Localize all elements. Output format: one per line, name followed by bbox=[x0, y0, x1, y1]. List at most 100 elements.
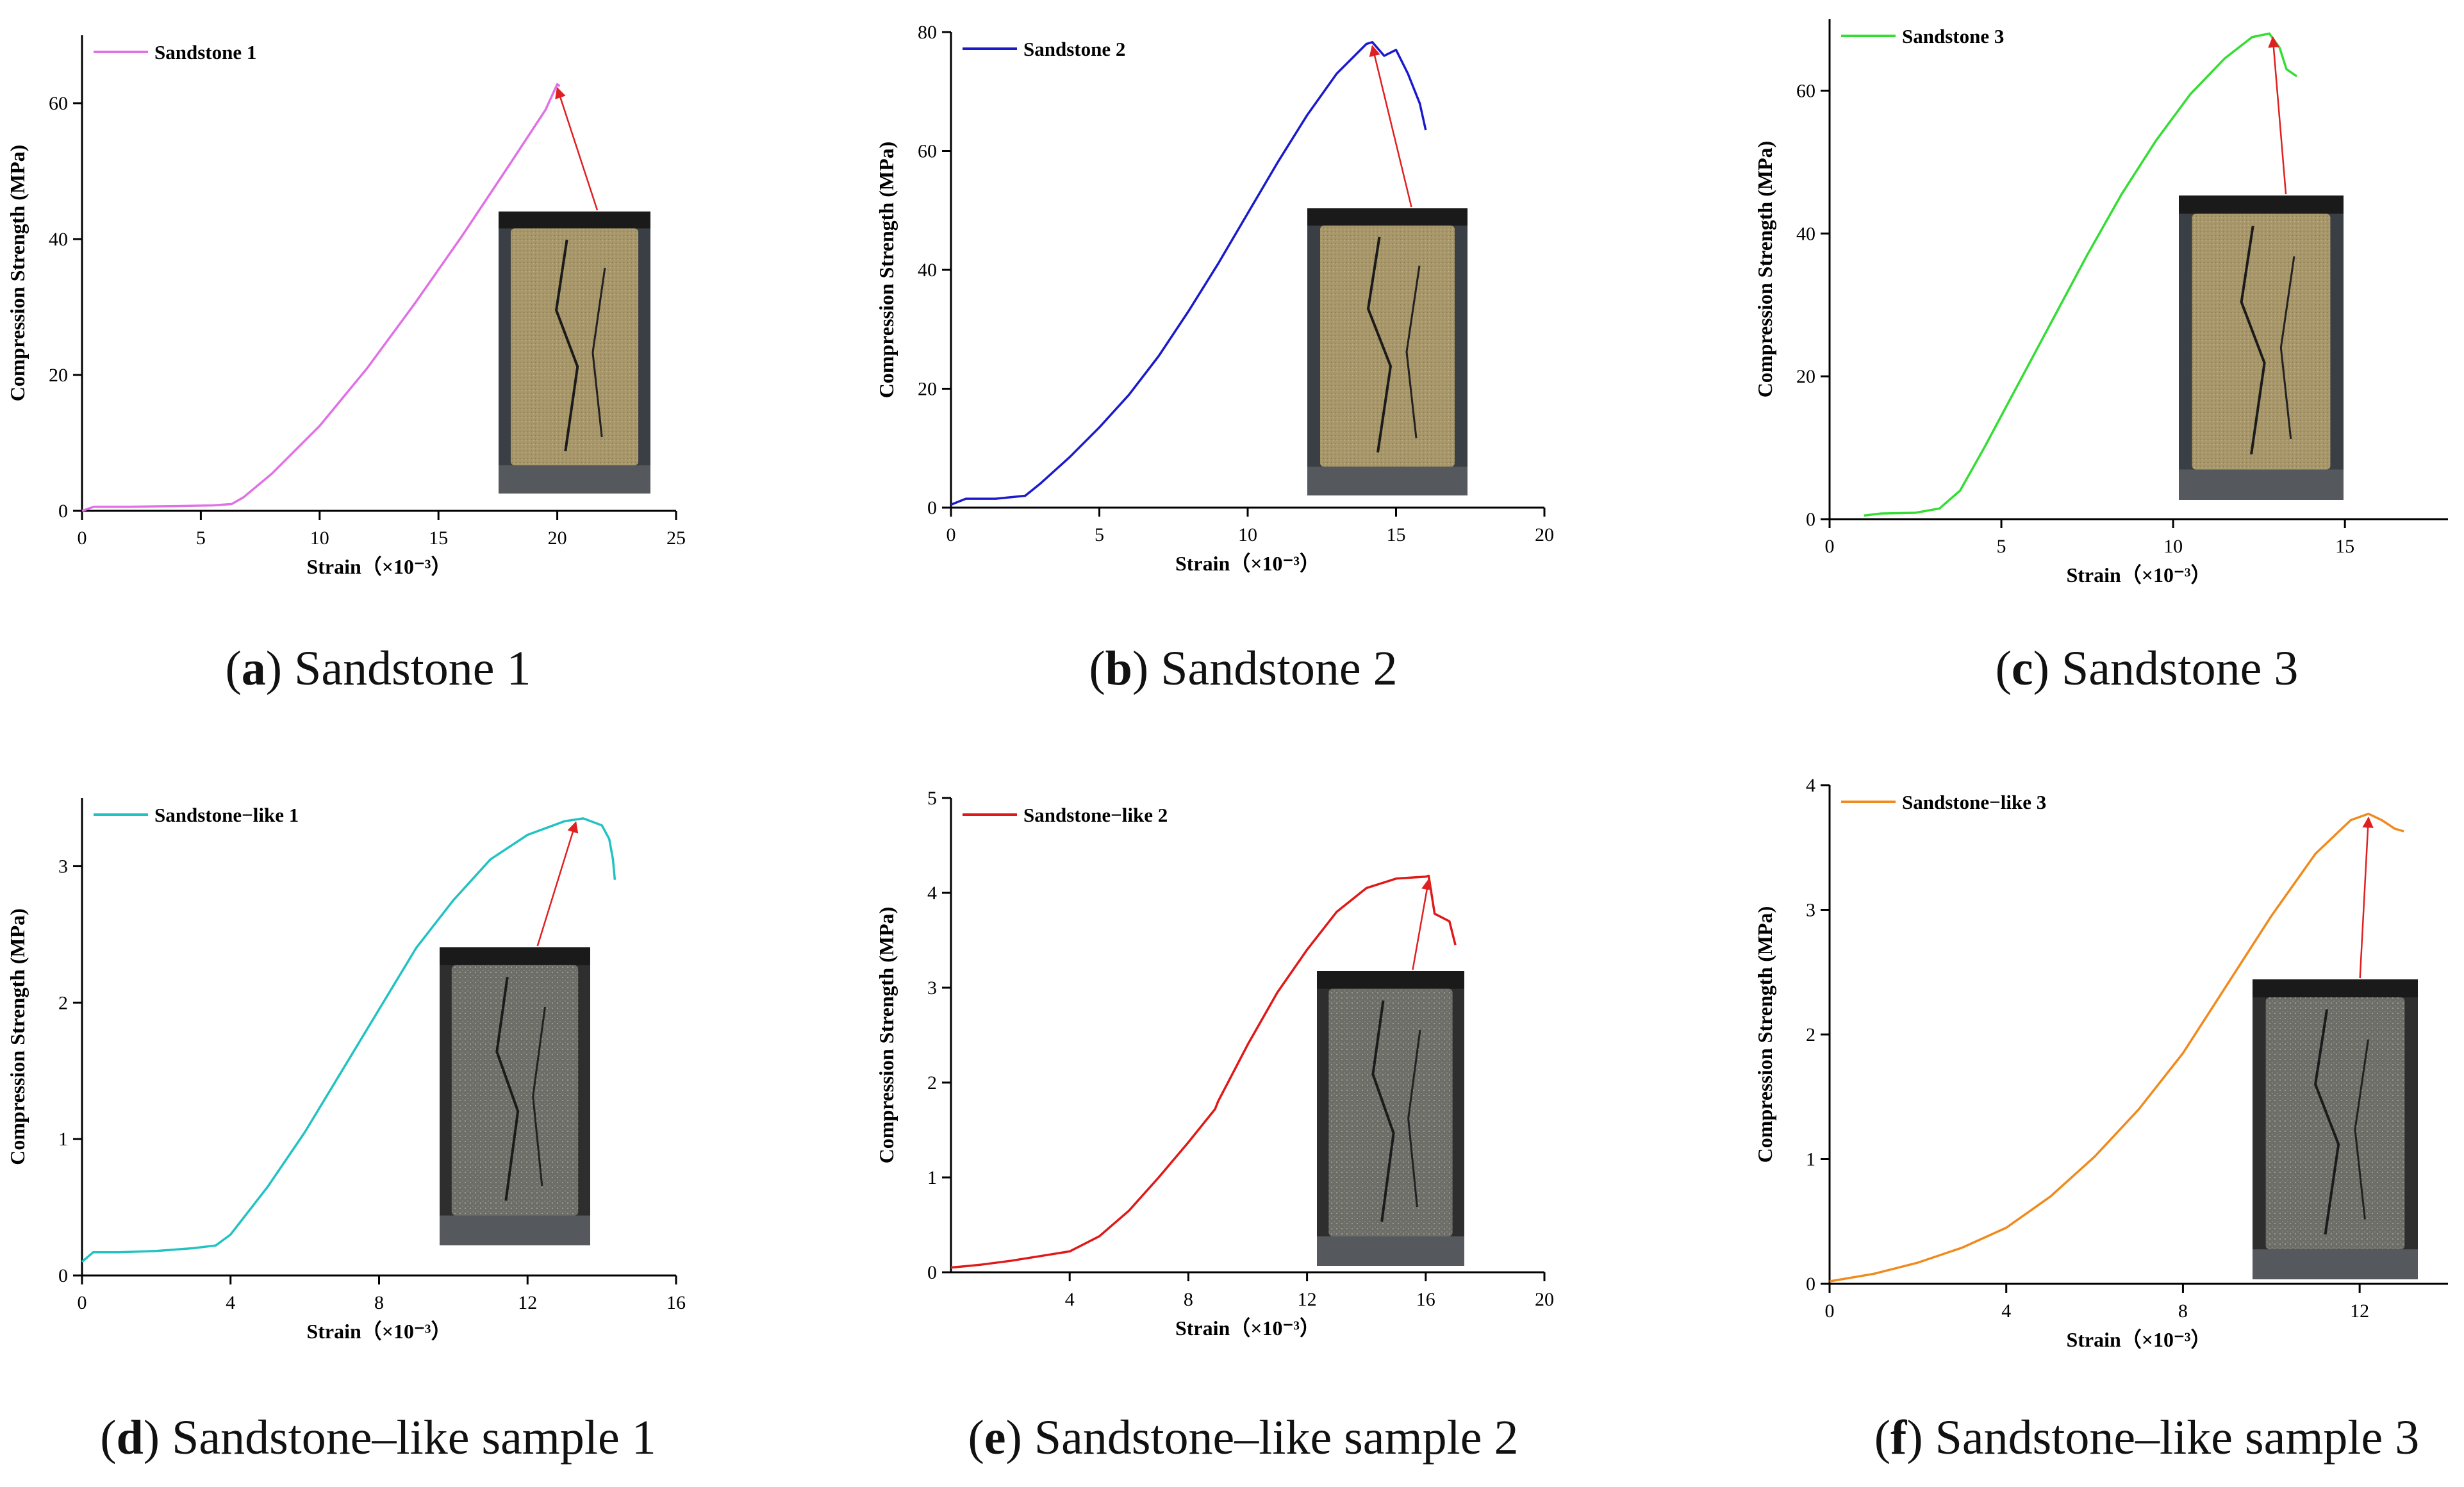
x-tick-label: 0 bbox=[1825, 536, 1835, 557]
y-tick-label: 3 bbox=[58, 856, 68, 877]
x-tick-label: 20 bbox=[1535, 1289, 1554, 1310]
series-line bbox=[1829, 812, 2404, 1283]
y-tick-label: 0 bbox=[1806, 1274, 1815, 1295]
caption-text: Sandstone–like sample 1 bbox=[172, 1411, 656, 1465]
peak-arrow bbox=[536, 821, 579, 947]
y-axis-label: Compression Strength (MPa) bbox=[1753, 141, 1776, 398]
caption-d: (d) Sandstone–like sample 1 bbox=[100, 1411, 656, 1465]
caption-text: Sandstone–like sample 2 bbox=[1034, 1411, 1519, 1465]
y-tick-label: 40 bbox=[49, 229, 68, 250]
series-line bbox=[81, 817, 616, 1263]
y-tick-label: 4 bbox=[1806, 775, 1815, 796]
y-tick-label: 5 bbox=[927, 788, 937, 809]
y-axis-label: Compression Strength (MPa) bbox=[875, 142, 898, 399]
legend-label: Sandstone 3 bbox=[1902, 25, 2004, 47]
specimen-photo bbox=[2179, 195, 2344, 500]
specimen-photo bbox=[499, 212, 650, 494]
caption-letter: a bbox=[241, 642, 266, 695]
y-tick-label: 40 bbox=[918, 260, 937, 281]
y-tick-label: 1 bbox=[58, 1129, 68, 1150]
caption-text: Sandstone 1 bbox=[294, 642, 531, 695]
x-tick-label: 5 bbox=[1997, 536, 2006, 557]
caption-text: Sandstone–like sample 3 bbox=[1935, 1411, 2420, 1465]
x-tick-label: 5 bbox=[196, 528, 206, 549]
x-tick-label: 20 bbox=[548, 528, 567, 549]
y-axis-label: Compression Strength (MPa) bbox=[6, 145, 29, 402]
x-axis-label: Strain（×10⁻³） bbox=[306, 1320, 451, 1343]
x-tick-label: 10 bbox=[1238, 524, 1257, 545]
legend-label: Sandstone−like 2 bbox=[1023, 804, 1168, 826]
peak-arrow bbox=[2268, 36, 2287, 195]
x-tick-label: 0 bbox=[78, 528, 87, 549]
y-tick-label: 1 bbox=[927, 1167, 937, 1188]
y-tick-label: 2 bbox=[927, 1072, 937, 1093]
x-tick-label: 8 bbox=[2178, 1300, 2188, 1322]
caption-letter: e bbox=[984, 1411, 1006, 1465]
caption-letter: f bbox=[1890, 1411, 1907, 1465]
chart-panel-1: 0 5 10 15 20 25 0 20 40 60 Strain（×10⁻³） Compressio… bbox=[6, 35, 686, 578]
peak-arrow bbox=[1412, 878, 1433, 970]
x-tick-label: 20 bbox=[1535, 524, 1554, 545]
x-tick-label: 12 bbox=[2350, 1300, 2369, 1322]
caption-letter: b bbox=[1105, 642, 1132, 695]
y-tick-label: 20 bbox=[49, 365, 68, 386]
x-axis-label: Strain（×10⁻³） bbox=[306, 555, 451, 578]
y-tick-label: 2 bbox=[1806, 1024, 1815, 1045]
x-tick-label: 12 bbox=[518, 1292, 537, 1313]
x-tick-label: 0 bbox=[78, 1292, 87, 1313]
y-tick-label: 60 bbox=[918, 141, 937, 162]
x-tick-label: 15 bbox=[1387, 524, 1406, 545]
y-tick-label: 0 bbox=[58, 501, 68, 522]
peak-arrow bbox=[555, 87, 599, 211]
series-line bbox=[1864, 32, 2298, 517]
specimen-photo bbox=[440, 947, 590, 1245]
x-tick-label: 15 bbox=[429, 528, 448, 549]
x-tick-label: 16 bbox=[666, 1292, 686, 1313]
caption-a: (a) Sandstone 1 bbox=[225, 642, 531, 695]
specimen-photo bbox=[1317, 971, 1464, 1266]
y-tick-label: 0 bbox=[1806, 509, 1815, 530]
y-tick-label: 0 bbox=[58, 1265, 68, 1286]
y-tick-label: 60 bbox=[1796, 80, 1815, 101]
y-tick-label: 60 bbox=[49, 93, 68, 114]
x-axis-label: Strain（×10⁻³） bbox=[1175, 552, 1320, 575]
peak-arrow bbox=[2359, 816, 2374, 979]
x-axis-label: Strain（×10⁻³） bbox=[2066, 563, 2211, 586]
y-tick-label: 3 bbox=[1806, 900, 1815, 921]
y-tick-label: 4 bbox=[927, 883, 937, 904]
y-tick-label: 3 bbox=[927, 977, 937, 999]
y-tick-label: 80 bbox=[918, 22, 937, 43]
y-tick-label: 1 bbox=[1806, 1149, 1815, 1170]
legend-label: Sandstone−like 1 bbox=[154, 804, 299, 826]
legend-label: Sandstone 2 bbox=[1023, 38, 1125, 60]
series-line bbox=[81, 83, 561, 512]
x-tick-label: 4 bbox=[226, 1292, 235, 1313]
y-tick-label: 0 bbox=[927, 497, 937, 519]
x-axis-label: Strain（×10⁻³） bbox=[1175, 1317, 1320, 1340]
caption-f: (f) Sandstone–like sample 3 bbox=[1874, 1411, 2420, 1465]
peak-arrow bbox=[1369, 45, 1412, 208]
y-axis-label: Compression Strength (MPa) bbox=[875, 907, 898, 1164]
legend-label: Sandstone−like 3 bbox=[1902, 791, 2046, 813]
specimen-photo bbox=[2253, 979, 2418, 1279]
x-tick-label: 16 bbox=[1416, 1289, 1435, 1310]
caption-e: (e) Sandstone–like sample 2 bbox=[968, 1411, 1519, 1465]
y-axis-label: Compression Strength (MPa) bbox=[6, 908, 29, 1165]
x-tick-label: 25 bbox=[666, 528, 686, 549]
x-tick-label: 4 bbox=[1065, 1289, 1075, 1310]
x-tick-label: 8 bbox=[1184, 1289, 1193, 1310]
caption-letter: c bbox=[2011, 642, 2033, 695]
x-tick-label: 8 bbox=[374, 1292, 384, 1313]
chart-panel-3: 0 5 10 15 0 20 40 60 Strain（×10⁻³） Compression St… bbox=[1753, 19, 2448, 586]
caption-text: Sandstone 2 bbox=[1161, 642, 1398, 695]
x-tick-label: 0 bbox=[1825, 1300, 1835, 1322]
x-tick-label: 4 bbox=[2001, 1300, 2011, 1322]
specimen-photo bbox=[1307, 208, 1468, 495]
y-tick-label: 20 bbox=[918, 379, 937, 400]
y-tick-label: 20 bbox=[1796, 366, 1815, 387]
series-line bbox=[950, 874, 1457, 1269]
caption-text: Sandstone 3 bbox=[2061, 642, 2299, 695]
chart-panel-2: 0 5 10 15 20 0 20 40 60 80 Strain（×10⁻³） Compressio… bbox=[875, 22, 1554, 575]
